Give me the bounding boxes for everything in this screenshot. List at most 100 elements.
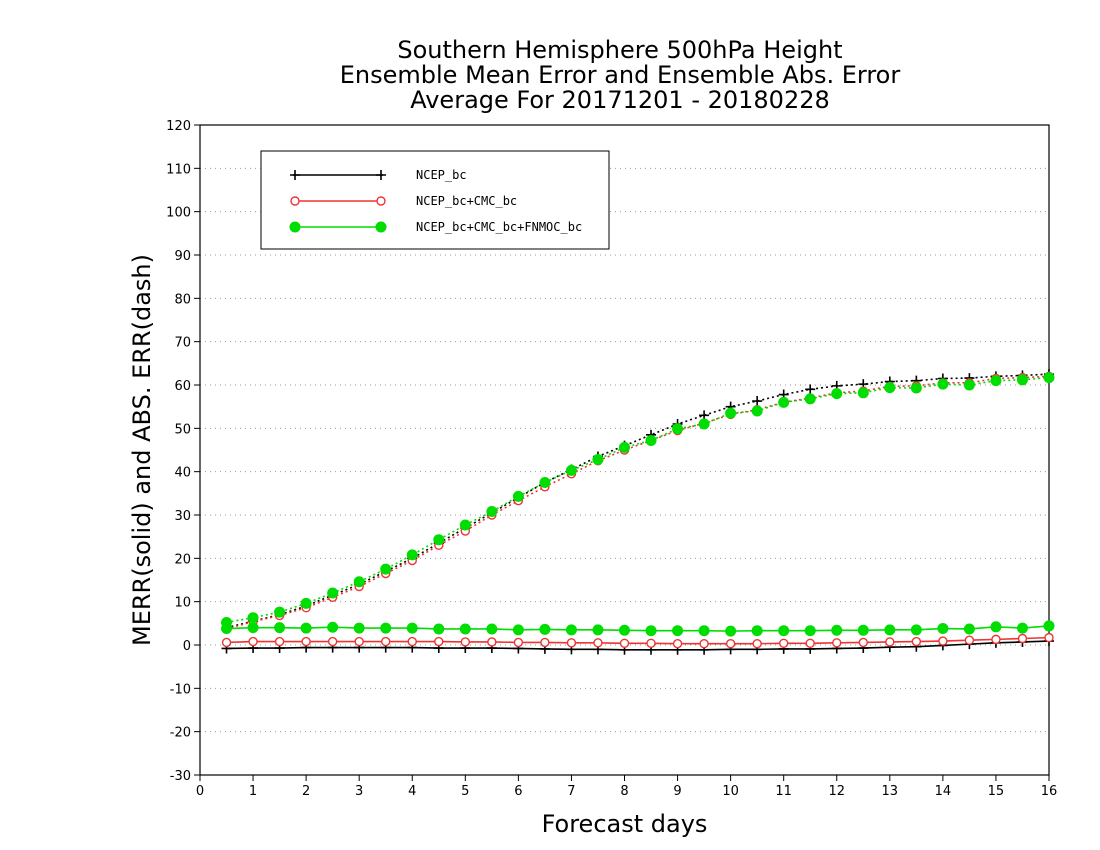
y-tick-label: 0 <box>183 639 191 654</box>
merr-point <box>805 638 815 648</box>
merr-point <box>327 621 339 633</box>
abs-err-point <box>831 388 843 400</box>
x-tick-label: 8 <box>620 784 628 799</box>
abs-err-point <box>539 477 551 488</box>
merr-point <box>910 624 922 636</box>
abs-err-point <box>433 534 445 546</box>
merr-point <box>592 624 604 636</box>
merr-point <box>725 625 737 637</box>
x-tick-label: 6 <box>514 784 522 799</box>
abs-err-point <box>778 396 790 408</box>
abs-err-point <box>327 587 339 599</box>
merr-point <box>513 637 524 648</box>
legend-label: NCEP_bc <box>416 168 467 182</box>
merr-point <box>778 638 789 648</box>
y-tick-label: 20 <box>174 552 191 567</box>
merr-point <box>565 624 577 636</box>
merr-point <box>353 622 365 634</box>
legend-marker <box>376 196 386 206</box>
x-axis-title: Forecast days <box>542 810 708 838</box>
merr-point <box>354 636 364 647</box>
y-tick-label: -20 <box>170 726 191 741</box>
x-tick-label: 2 <box>302 784 310 799</box>
y-tick-label: 110 <box>166 162 191 177</box>
abs-err-point <box>645 434 657 446</box>
merr-point <box>327 636 338 647</box>
merr-point <box>991 634 1001 645</box>
y-tick-label: 100 <box>166 206 191 221</box>
series-layer <box>221 369 1055 655</box>
merr-point <box>487 637 497 647</box>
merr-point <box>858 637 868 648</box>
x-tick-label: 4 <box>408 784 416 799</box>
abs-err-point <box>805 384 816 395</box>
merr-point <box>911 636 922 647</box>
abs-err-point <box>1043 372 1055 384</box>
legend-item: NCEP_bc <box>290 168 467 182</box>
legend-label: NCEP_bc+CMC_bc <box>416 194 517 208</box>
y-tick-label: -10 <box>170 682 191 697</box>
merr-point <box>699 639 709 649</box>
y-tick-label: 70 <box>174 336 191 351</box>
y-tick-label: 30 <box>174 509 191 524</box>
abs-err-point <box>857 387 869 399</box>
legend-item: NCEP_bc+CMC_bc <box>290 194 517 208</box>
merr-point <box>804 625 816 637</box>
merr-point <box>221 637 232 648</box>
merr-point <box>645 625 657 637</box>
merr-point <box>857 624 869 636</box>
merr-point <box>434 636 444 647</box>
series-2 <box>221 371 1054 649</box>
legend-box <box>260 150 610 250</box>
merr-point <box>247 622 259 634</box>
abs-err-point <box>380 563 392 575</box>
merr-point <box>964 635 975 645</box>
abs-err-point <box>592 454 604 466</box>
merr-point <box>433 623 445 635</box>
abs-err-point <box>1016 374 1028 386</box>
merr-point <box>752 639 762 649</box>
abs-err-point <box>353 576 365 588</box>
title-line-3: Average For 20171201 - 20180228 <box>410 86 830 114</box>
x-tick-label: 1 <box>249 784 257 799</box>
merr-point <box>751 625 763 637</box>
y-tick-label: 60 <box>174 379 191 394</box>
merr-point <box>1016 622 1028 634</box>
merr-point <box>1044 632 1054 643</box>
abs-err-point <box>486 506 498 518</box>
abs-err-point <box>406 549 418 561</box>
y-tick-label: 120 <box>166 119 191 134</box>
merr-point <box>778 625 790 637</box>
abs-err-point <box>512 490 524 502</box>
merr-point <box>407 636 417 647</box>
merr-point <box>832 638 842 648</box>
y-tick-label: 90 <box>174 249 191 264</box>
legend: NCEP_bc NCEP_bc+CMC_bc NCEP_bc+CMC_bc+FNMO… <box>260 150 610 250</box>
merr-point <box>672 639 683 649</box>
merr-point <box>460 637 471 647</box>
merr-point <box>274 636 285 647</box>
abs-err-point <box>459 519 471 531</box>
merr-point <box>380 622 392 634</box>
merr-point <box>1017 633 1028 644</box>
legend-label: NCEP_bc+CMC_bc+FNMOC_bc <box>416 220 582 234</box>
merr-point <box>698 625 710 637</box>
abs-err-line <box>226 375 1050 630</box>
x-tick-label: 3 <box>355 784 363 799</box>
merr-point <box>406 622 418 634</box>
x-tick-label: 10 <box>722 784 739 799</box>
legend-marker <box>376 170 386 180</box>
series-3 <box>221 372 1055 637</box>
merr-point <box>486 623 498 635</box>
merr-point <box>725 639 736 649</box>
x-tick-label: 7 <box>567 784 575 799</box>
abs-err-point <box>274 606 286 618</box>
merr-point <box>885 637 895 647</box>
x-tick-label: 13 <box>882 784 899 799</box>
x-tick-label: 9 <box>673 784 681 799</box>
merr-point <box>459 623 471 635</box>
merr-point <box>831 624 843 636</box>
merr-point <box>593 638 603 648</box>
merr-point <box>990 621 1002 633</box>
y-tick-label: 10 <box>174 596 191 611</box>
